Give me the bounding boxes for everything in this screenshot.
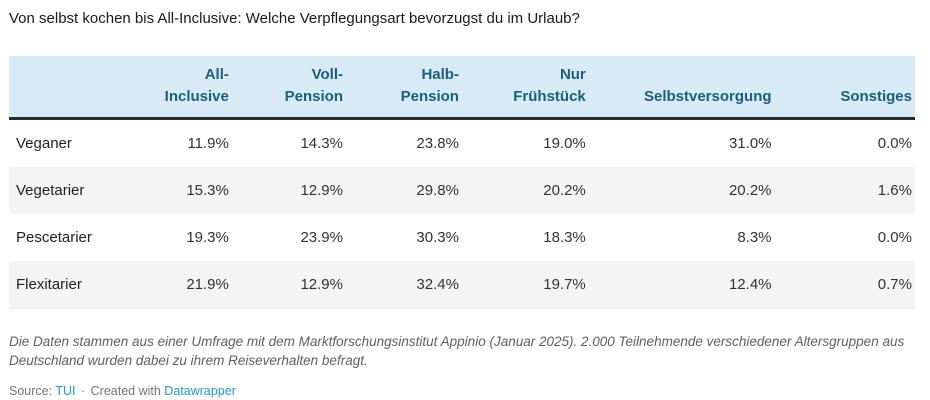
column-header-halb-pension: Halb- Pension bbox=[346, 56, 462, 120]
value-cell: 0.0% bbox=[877, 135, 912, 152]
column-header-nur-fruehstueck: Nur Frühstück bbox=[461, 56, 589, 120]
value-cell: 19.7% bbox=[461, 261, 589, 309]
column-header-voll-pension: Voll- Pension bbox=[231, 56, 346, 120]
data-table: All- Inclusive Voll- Pension Halb- Pensi… bbox=[9, 56, 915, 309]
corner-cell bbox=[9, 56, 118, 120]
column-header-all-inclusive: All- Inclusive bbox=[117, 56, 232, 120]
value-cell: 12.4% bbox=[588, 261, 775, 309]
value-cell: 23.8% bbox=[416, 135, 459, 152]
value-cell: 15.3% bbox=[186, 182, 229, 199]
column-header-sonstiges: Sonstiges bbox=[774, 56, 915, 120]
value-cell: 31.0% bbox=[728, 135, 772, 152]
notes-text: Die Daten stammen aus einer Umfrage mit … bbox=[9, 334, 905, 368]
value-cell: 21.9% bbox=[117, 261, 232, 309]
page-title: Von selbst kochen bis All-Inclusive: Wel… bbox=[9, 10, 580, 27]
value-cell: 29.8% bbox=[416, 182, 459, 199]
datawrapper-link[interactable]: Datawrapper bbox=[164, 383, 236, 398]
source-separator: · bbox=[80, 383, 86, 398]
value-cell: 32.4% bbox=[346, 261, 462, 309]
value-cell: 0.7% bbox=[774, 261, 915, 309]
value-cell: 12.9% bbox=[300, 182, 343, 199]
value-cell: 1.6% bbox=[877, 182, 912, 199]
row-label-vegetarier: Vegetarier bbox=[16, 182, 85, 199]
value-cell: 0.0% bbox=[877, 229, 912, 246]
value-cell: 18.3% bbox=[543, 229, 586, 246]
table-row: Pescetarier 19.3% 23.9% 30.3% 18.3% 8.3%… bbox=[9, 214, 915, 261]
value-cell: 19.3% bbox=[186, 229, 229, 246]
source-line: Source: TUI · Created with Datawrapper bbox=[9, 384, 915, 398]
row-label-flexitarier: Flexitarier bbox=[9, 261, 118, 309]
column-header-selbstversorgung: Selbstversorgung bbox=[588, 56, 775, 120]
value-cell: 12.9% bbox=[231, 261, 346, 309]
row-label-veganer: Veganer bbox=[16, 135, 72, 152]
value-cell: 14.3% bbox=[300, 135, 343, 152]
source-prefix: Source: bbox=[9, 383, 53, 398]
table-row: Vegetarier 15.3% 12.9% 29.8% 20.2% 20.2%… bbox=[9, 167, 915, 214]
value-cell: 20.2% bbox=[728, 182, 772, 199]
table-header-row: All- Inclusive Voll- Pension Halb- Pensi… bbox=[9, 56, 915, 120]
created-with-text: Created with bbox=[90, 383, 161, 398]
row-label-pescetarier: Pescetarier bbox=[16, 229, 92, 246]
value-cell: 23.9% bbox=[300, 229, 343, 246]
value-cell: 20.2% bbox=[543, 182, 586, 199]
value-cell: 30.3% bbox=[416, 229, 459, 246]
value-cell: 8.3% bbox=[737, 229, 772, 246]
table-row: Flexitarier 21.9% 12.9% 32.4% 19.7% 12.4… bbox=[9, 261, 915, 309]
table-row: Veganer 11.9% 14.3% 23.8% 19.0% 31.0% 0.… bbox=[9, 119, 915, 168]
value-cell: 11.9% bbox=[187, 135, 229, 152]
value-cell: 19.0% bbox=[543, 135, 586, 152]
source-link-tui[interactable]: TUI bbox=[55, 383, 76, 398]
